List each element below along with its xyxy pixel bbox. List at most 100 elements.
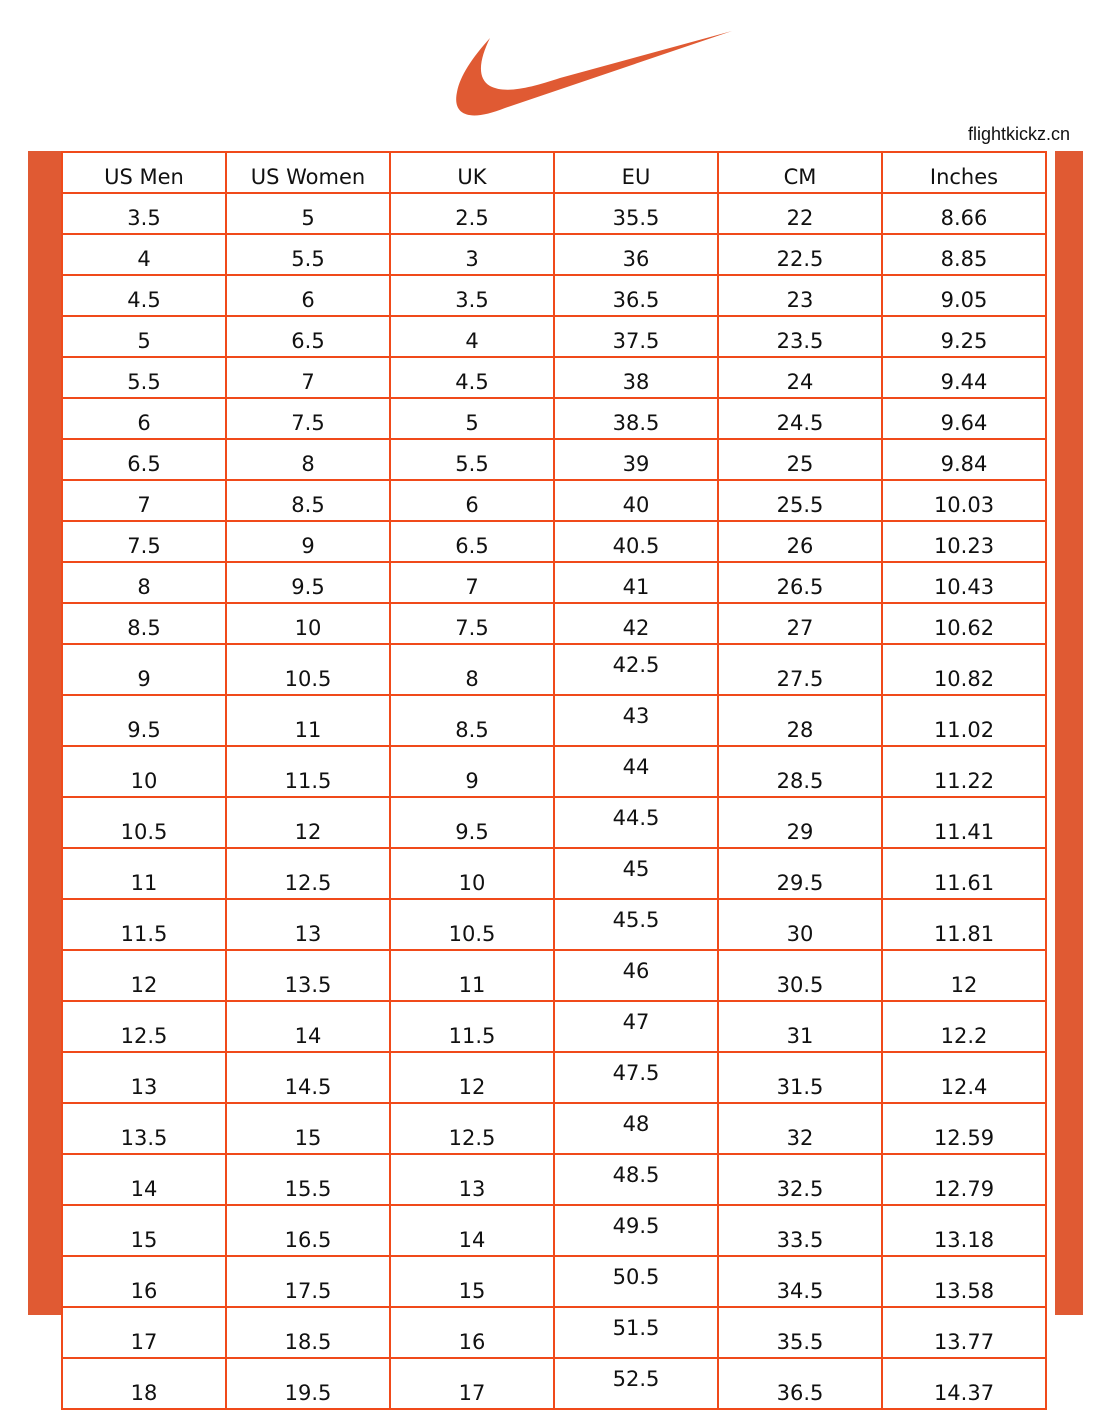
table-cell: 6.5 (389, 520, 555, 563)
table-cell: 5 (61, 315, 227, 358)
table-cell: 10.23 (881, 520, 1047, 563)
table-cell: 12 (61, 949, 227, 1002)
table-cell: 7 (225, 356, 391, 399)
table-row: 7.5 9 6.5 40.5 26 10.23 (61, 520, 1047, 563)
table-cell: 9 (225, 520, 391, 563)
table-cell: 27 (717, 602, 883, 645)
table-cell: 11 (61, 847, 227, 900)
table-row: 16 17.5 15 50.5 34.5 13.58 (61, 1255, 1047, 1308)
table-cell: 48.5 (553, 1153, 719, 1206)
table-cell: 9.5 (225, 561, 391, 604)
table-row: 15 16.5 14 49.5 33.5 13.18 (61, 1204, 1047, 1257)
table-cell: 16 (61, 1255, 227, 1308)
table-cell: 9.5 (61, 694, 227, 747)
table-cell: 45 (553, 847, 719, 900)
table-cell: 2.5 (389, 192, 555, 235)
table-cell: 39 (553, 438, 719, 481)
table-cell: 11 (389, 949, 555, 1002)
table-cell: 12.5 (61, 1000, 227, 1053)
table-row: 18 19.5 17 52.5 36.5 14.37 (61, 1357, 1047, 1410)
table-row: 5 6.5 4 37.5 23.5 9.25 (61, 315, 1047, 358)
table-cell: 3.5 (389, 274, 555, 317)
table-cell: 11.5 (61, 898, 227, 951)
table-cell: 10.03 (881, 479, 1047, 522)
table-cell: 12.2 (881, 1000, 1047, 1053)
table-row: 12 13.5 11 46 30.5 12 (61, 949, 1047, 1002)
table-cell: 8.66 (881, 192, 1047, 235)
table-row: 3.5 5 2.5 35.5 22 8.66 (61, 192, 1047, 235)
table-cell: 8.5 (225, 479, 391, 522)
table-cell: 16.5 (225, 1204, 391, 1257)
column-header: UK (389, 151, 555, 194)
table-cell: 43 (553, 694, 719, 747)
table-cell: 11.5 (225, 745, 391, 798)
table-row: 10 11.5 9 44 28.5 11.22 (61, 745, 1047, 798)
table-cell: 42 (553, 602, 719, 645)
table-cell: 5.5 (61, 356, 227, 399)
table-cell: 13 (225, 898, 391, 951)
table-cell: 33.5 (717, 1204, 883, 1257)
table-cell: 13.5 (225, 949, 391, 1002)
table-cell: 10 (61, 745, 227, 798)
table-cell: 14 (225, 1000, 391, 1053)
column-header: EU (553, 151, 719, 194)
right-border-bar (1055, 151, 1083, 1315)
table-cell: 29.5 (717, 847, 883, 900)
table-cell: 8 (225, 438, 391, 481)
table-cell: 9.5 (389, 796, 555, 849)
table-cell: 16 (389, 1306, 555, 1359)
table-cell: 29 (717, 796, 883, 849)
column-header: US Men (61, 151, 227, 194)
table-cell: 11.41 (881, 796, 1047, 849)
table-cell: 40 (553, 479, 719, 522)
table-cell: 23.5 (717, 315, 883, 358)
table-row: 11 12.5 10 45 29.5 11.61 (61, 847, 1047, 900)
table-row: 4 5.5 3 36 22.5 8.85 (61, 233, 1047, 276)
table-row: 13.5 15 12.5 48 32 12.59 (61, 1102, 1047, 1155)
table-cell: 8.5 (389, 694, 555, 747)
table-cell: 7.5 (389, 602, 555, 645)
table-cell: 12 (881, 949, 1047, 1002)
table-row: 4.5 6 3.5 36.5 23 9.05 (61, 274, 1047, 317)
table-cell: 10.5 (61, 796, 227, 849)
table-cell: 13.18 (881, 1204, 1047, 1257)
table-cell: 48 (553, 1102, 719, 1155)
table-cell: 13.77 (881, 1306, 1047, 1359)
table-cell: 47 (553, 1000, 719, 1053)
table-cell: 5.5 (389, 438, 555, 481)
table-cell: 26.5 (717, 561, 883, 604)
table-cell: 35.5 (717, 1306, 883, 1359)
left-border-bar (28, 151, 62, 1315)
table-cell: 25 (717, 438, 883, 481)
table-cell: 9 (61, 643, 227, 696)
table-cell: 11.61 (881, 847, 1047, 900)
size-chart-table: US Men US Women UK EU CM Inches 3.5 5 2.5 35.5 22 8… (61, 151, 1047, 1410)
table-row: 10.5 12 9.5 44.5 29 11.41 (61, 796, 1047, 849)
table-cell: 11.81 (881, 898, 1047, 951)
table-cell: 36 (553, 233, 719, 276)
table-cell: 32.5 (717, 1153, 883, 1206)
table-cell: 15 (389, 1255, 555, 1308)
table-cell: 7.5 (225, 397, 391, 440)
table-cell: 8 (61, 561, 227, 604)
table-cell: 10.43 (881, 561, 1047, 604)
table-cell: 13 (389, 1153, 555, 1206)
table-cell: 18 (61, 1357, 227, 1410)
table-cell: 8.85 (881, 233, 1047, 276)
table-cell: 8 (389, 643, 555, 696)
table-cell: 10 (389, 847, 555, 900)
table-cell: 49.5 (553, 1204, 719, 1257)
table-cell: 45.5 (553, 898, 719, 951)
table-cell: 17 (61, 1306, 227, 1359)
table-cell: 6.5 (225, 315, 391, 358)
table-cell: 28 (717, 694, 883, 747)
table-cell: 6 (225, 274, 391, 317)
table-cell: 12 (389, 1051, 555, 1104)
table-cell: 47.5 (553, 1051, 719, 1104)
table-cell: 31.5 (717, 1051, 883, 1104)
table-cell: 8.5 (61, 602, 227, 645)
table-cell: 5.5 (225, 233, 391, 276)
table-row: 8 9.5 7 41 26.5 10.43 (61, 561, 1047, 604)
table-cell: 23 (717, 274, 883, 317)
table-cell: 12.79 (881, 1153, 1047, 1206)
